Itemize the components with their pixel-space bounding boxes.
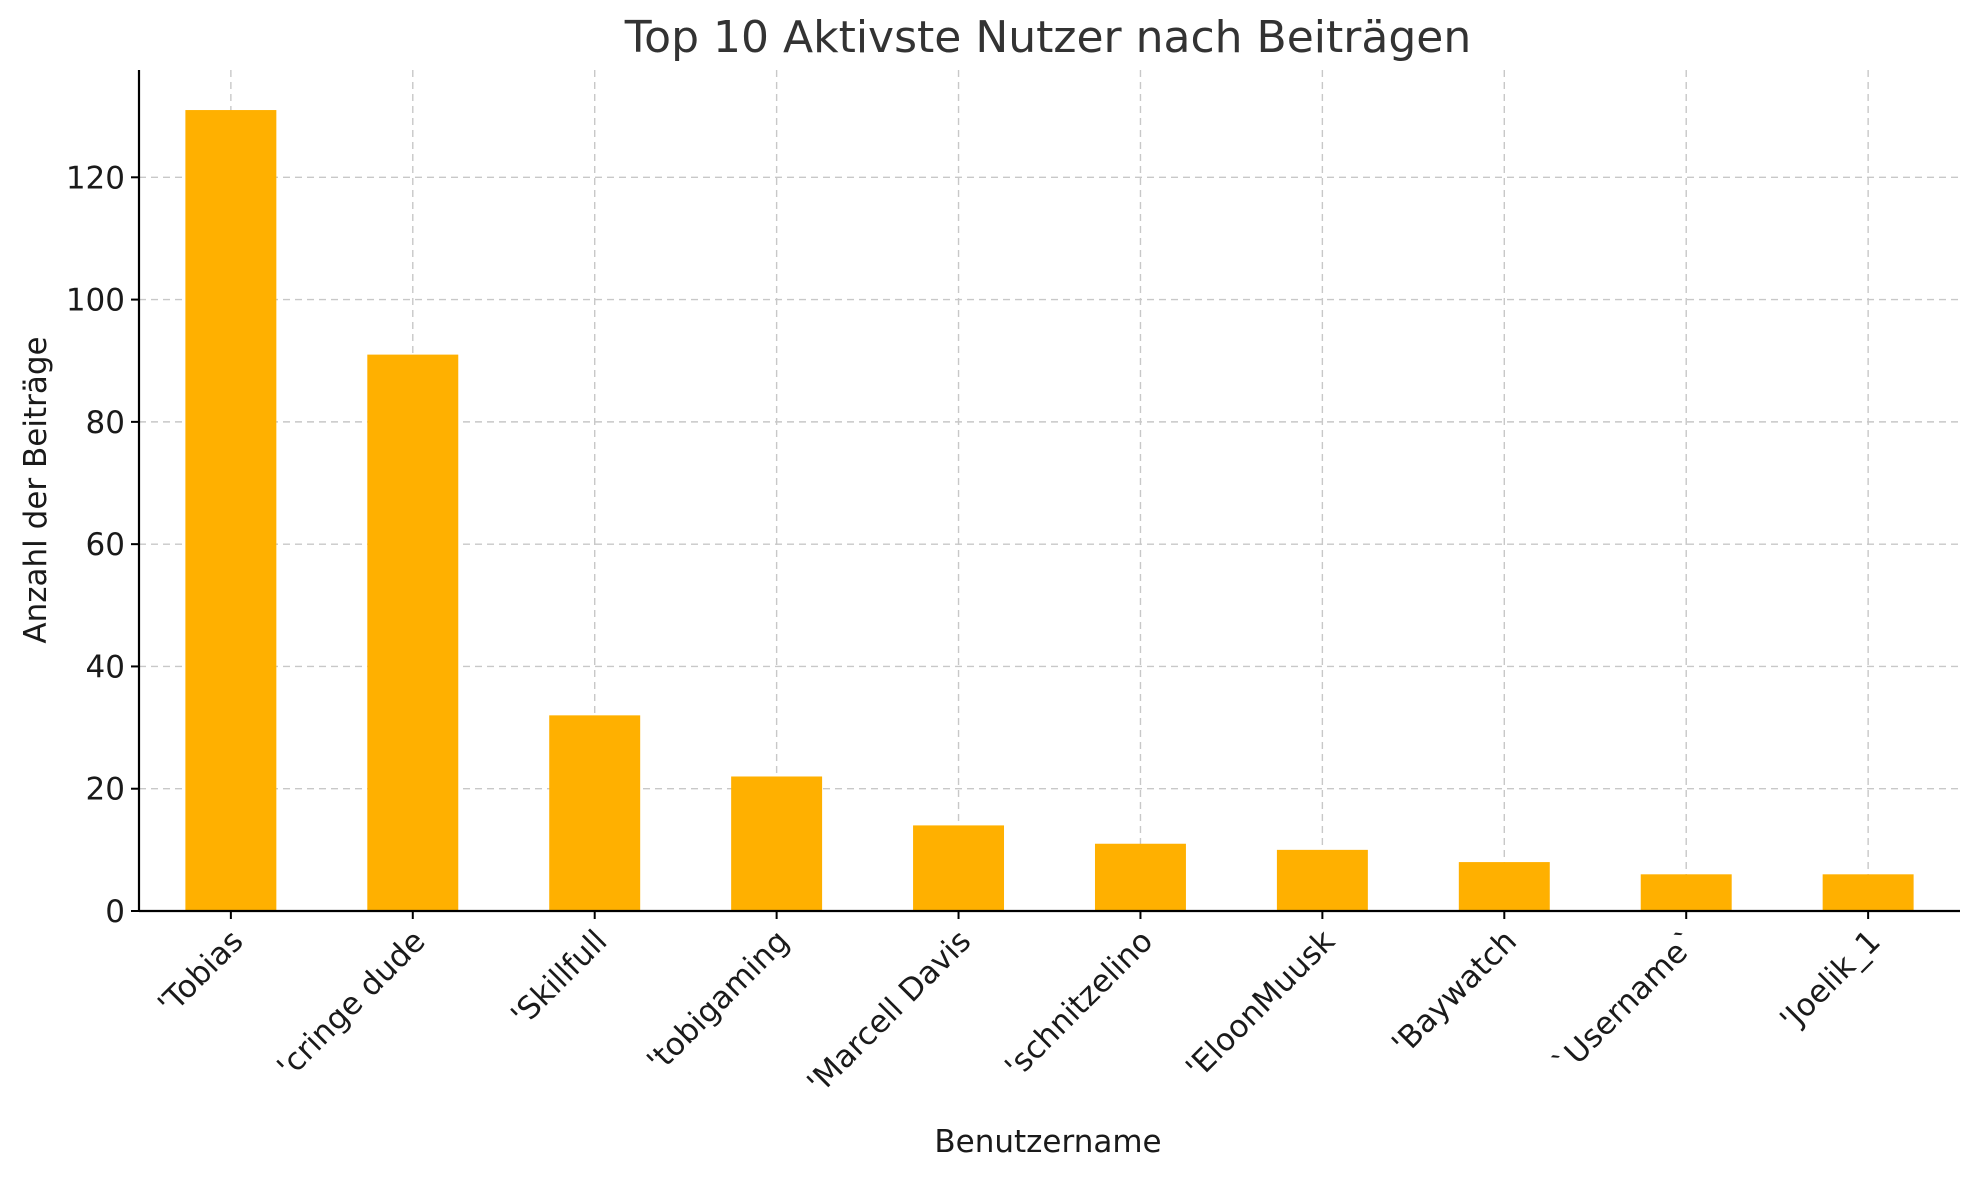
x-tick-label: 'cringe dude [270, 923, 432, 1085]
y-tick-label: 120 [66, 160, 125, 196]
bar [1458, 862, 1550, 911]
x-tick-label: 'Marcell Davis [800, 923, 978, 1101]
x-axis-label: Benutzername [934, 1124, 1161, 1160]
axis-layer: 0 20 40 60 80 100 120 'Tobias'cringe dude 'Skill… [66, 70, 1960, 1101]
x-tick-label: 'tobigaming [640, 923, 796, 1079]
bar-layer [185, 110, 1914, 912]
y-tick-label: 0 [105, 894, 125, 930]
bar [185, 110, 277, 912]
x-tick-label: `Username` [1547, 923, 1706, 1082]
bar [367, 354, 459, 911]
bar [1640, 874, 1732, 911]
bar [913, 825, 1005, 911]
x-tick-label: 'Joelik_1 [1773, 923, 1888, 1038]
y-tick-label: 20 [86, 772, 125, 808]
bar [549, 715, 641, 911]
y-tick-label: 60 [86, 527, 125, 563]
x-tick-label: 'Baywatch [1385, 923, 1524, 1062]
x-tick-label: 'EloonMuusk [1179, 923, 1342, 1086]
bar [1094, 843, 1186, 911]
y-axis-label: Anzahl der Beiträge [18, 336, 54, 643]
x-tick-label: 'Skillfull [504, 923, 614, 1033]
bar [1276, 849, 1368, 911]
chart-title: Top 10 Aktivste Nutzer nach Beiträgen [624, 12, 1471, 63]
y-tick-label: 40 [86, 649, 125, 685]
bar [1822, 874, 1914, 911]
y-tick-label: 80 [86, 405, 125, 441]
bar [731, 776, 823, 911]
x-tick-label: 'schnitzelino [998, 923, 1160, 1085]
x-tick-label: 'Tobias [151, 923, 250, 1022]
y-tick-label: 100 [66, 283, 125, 319]
